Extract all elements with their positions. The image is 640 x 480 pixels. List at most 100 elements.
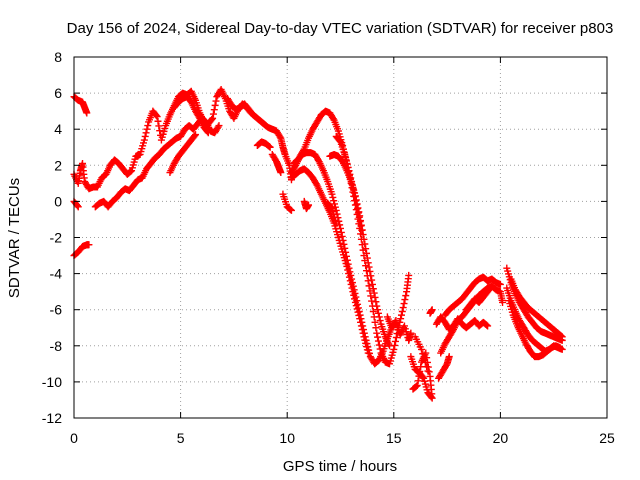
data-point bbox=[351, 295, 359, 303]
data-point bbox=[352, 302, 360, 310]
data-point bbox=[355, 311, 363, 319]
data-point bbox=[499, 298, 507, 306]
data-point bbox=[557, 332, 565, 340]
data-point bbox=[363, 267, 371, 275]
data-point bbox=[415, 372, 423, 380]
data-point bbox=[364, 349, 372, 357]
data-point bbox=[203, 128, 211, 136]
data-point bbox=[343, 262, 351, 270]
x-tick-label: 20 bbox=[493, 430, 509, 446]
data-point bbox=[351, 193, 359, 201]
axis-ticks: 0 5 10 15 20 25 -12 -10 -8 -6 -4 -2 0 2 4 6 8 bbox=[42, 49, 615, 446]
data-point bbox=[418, 345, 426, 353]
data-point bbox=[347, 280, 355, 288]
data-point bbox=[356, 315, 364, 323]
data-point bbox=[345, 270, 353, 278]
data-point bbox=[420, 354, 428, 362]
data-point bbox=[353, 305, 361, 313]
data-point bbox=[212, 97, 220, 105]
data-point bbox=[261, 121, 269, 129]
data-point bbox=[345, 167, 353, 175]
data-point bbox=[215, 122, 223, 130]
data-point bbox=[287, 206, 295, 214]
data-point bbox=[347, 174, 355, 182]
data-point bbox=[361, 336, 369, 344]
data-point bbox=[417, 363, 425, 371]
data-point bbox=[392, 337, 400, 345]
data-point bbox=[191, 132, 199, 140]
y-tick-label: -2 bbox=[50, 230, 63, 246]
data-point bbox=[359, 329, 367, 337]
data-point bbox=[364, 259, 372, 267]
data-point bbox=[204, 129, 212, 137]
y-tick-label: 6 bbox=[54, 85, 62, 101]
y-tick-label: 8 bbox=[54, 49, 62, 65]
data-point bbox=[372, 324, 380, 332]
data-point bbox=[402, 292, 410, 300]
data-point bbox=[375, 313, 383, 321]
data-point bbox=[74, 203, 82, 211]
data-point bbox=[305, 201, 313, 209]
data-point bbox=[365, 282, 373, 290]
y-tick-label: 0 bbox=[54, 193, 62, 209]
data-point bbox=[209, 110, 217, 118]
data-point bbox=[142, 129, 150, 137]
data-point bbox=[344, 266, 352, 274]
data-point bbox=[210, 106, 218, 114]
data-point bbox=[262, 122, 270, 130]
data-point bbox=[330, 197, 338, 205]
data-point bbox=[374, 337, 382, 345]
data-point bbox=[155, 122, 163, 130]
data-point bbox=[364, 277, 372, 285]
data-point bbox=[409, 385, 417, 393]
x-tick-label: 15 bbox=[386, 430, 402, 446]
data-point bbox=[341, 150, 349, 158]
data-point bbox=[362, 339, 370, 347]
data-point bbox=[350, 189, 358, 197]
data-point bbox=[397, 315, 405, 323]
data-point bbox=[332, 219, 340, 227]
data-point bbox=[349, 288, 357, 296]
data-point bbox=[355, 213, 363, 221]
data-point bbox=[350, 291, 358, 299]
data-point bbox=[369, 285, 377, 293]
data-point bbox=[374, 333, 382, 341]
data-point bbox=[209, 114, 217, 122]
data-point bbox=[332, 206, 340, 214]
data-point bbox=[359, 231, 367, 239]
data-point bbox=[328, 190, 336, 198]
x-tick-label: 25 bbox=[599, 430, 615, 446]
data-points bbox=[70, 85, 566, 402]
data-point bbox=[329, 193, 337, 201]
y-tick-label: 4 bbox=[54, 121, 62, 137]
data-point bbox=[357, 322, 365, 330]
y-tick-label: -6 bbox=[50, 302, 63, 318]
data-point bbox=[426, 372, 434, 380]
data-point bbox=[363, 346, 371, 354]
data-point bbox=[331, 200, 339, 208]
data-point bbox=[484, 322, 492, 330]
data-point bbox=[362, 245, 370, 253]
data-point bbox=[156, 127, 164, 135]
data-point bbox=[399, 304, 407, 312]
data-point bbox=[367, 272, 375, 280]
y-tick-label: 2 bbox=[54, 157, 62, 173]
data-point bbox=[265, 143, 273, 151]
data-point bbox=[73, 202, 81, 210]
grid bbox=[74, 57, 607, 418]
y-tick-label: -12 bbox=[42, 410, 62, 426]
data-point bbox=[342, 154, 350, 162]
data-point bbox=[83, 109, 91, 117]
data-point bbox=[407, 329, 415, 337]
data-point bbox=[192, 131, 200, 139]
data-point bbox=[357, 318, 365, 326]
data-point bbox=[556, 344, 564, 352]
data-point bbox=[356, 218, 364, 226]
data-point bbox=[144, 122, 152, 130]
data-point bbox=[348, 181, 356, 189]
data-point bbox=[363, 343, 371, 351]
data-point bbox=[445, 353, 453, 361]
data-point bbox=[344, 163, 352, 171]
data-point bbox=[152, 111, 160, 119]
